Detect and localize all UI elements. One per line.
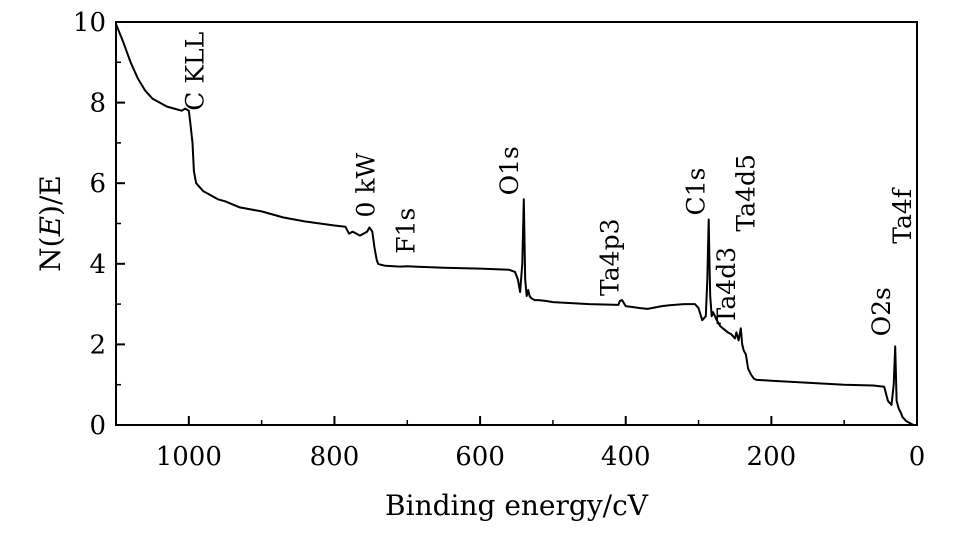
annotation-c-kll: C KLL [180,32,209,111]
axis-ticks [116,21,918,426]
peak-annotations: C KLL 0 kW F1s O1s Ta4p3 C1s Ta4d3 Ta4d5 O2s Ta4f [180,32,917,337]
spectrum-line [115,23,914,426]
y-tick-label-4: 4 [89,250,106,280]
annotation-o1s: O1s [495,146,524,195]
x-tick-label-800: 800 [310,442,360,472]
y-axis-title-part-3: )/E [34,175,67,216]
y-tick-label-6: 6 [89,169,106,199]
y-tick-label-10: 10 [73,8,106,38]
x-tick-label-200: 200 [747,442,797,472]
annotation-o2s: O2s [867,287,896,336]
annotation-c1s: C1s [681,168,710,216]
y-tick-label-8: 8 [89,89,106,119]
annotation-ta4d5: Ta4d5 [732,154,761,231]
y-axis-title-part-1: N( [34,236,67,271]
x-tick-label-0: 0 [909,442,926,472]
x-axis-title: Binding energy/cV [385,489,649,522]
y-axis-title-part-2: E [34,216,67,237]
annotation-ta4f: Ta4f [888,187,917,244]
annotation-ta4d3: Ta4d3 [712,247,741,324]
x-tick-label-1000: 1000 [156,442,222,472]
plot-frame [115,21,918,426]
tick-labels: 1000 800 600 400 200 0 0 2 4 6 8 10 [73,8,925,472]
y-tick-label-0: 0 [89,411,106,441]
y-tick-label-2: 2 [89,330,106,360]
x-tick-label-400: 400 [601,442,651,472]
annotation-f1s: F1s [392,208,421,254]
annotation-ta4p3: Ta4p3 [595,218,624,295]
annotation-0-kw: 0 kW [351,152,380,217]
y-axis-title: N(E)/E [34,175,67,272]
x-tick-label-600: 600 [455,442,505,472]
